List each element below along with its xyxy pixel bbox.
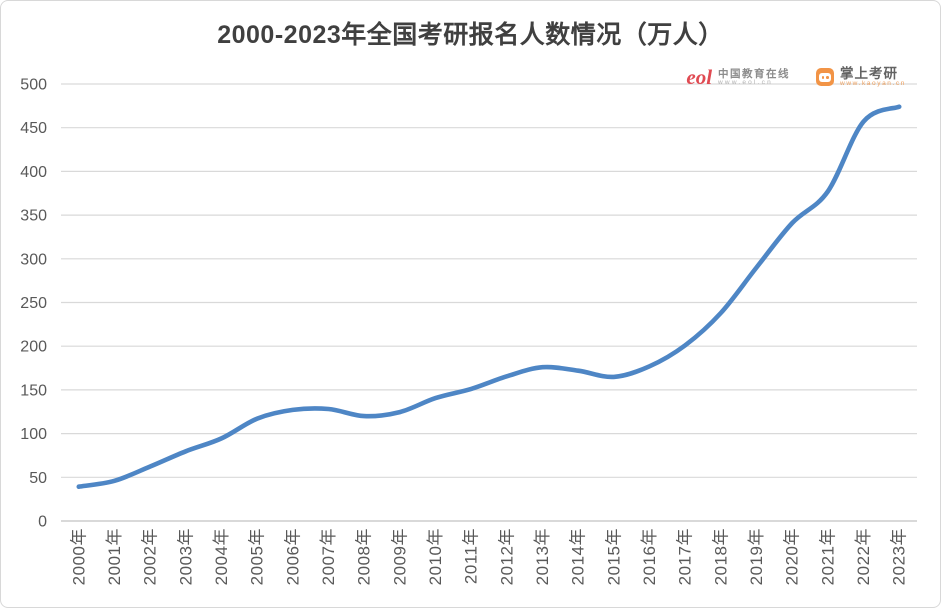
y-axis-tick-label: 250 <box>20 295 47 312</box>
x-axis-tick-label: 2022年 <box>854 528 873 585</box>
x-axis-tick-label: 2003年 <box>176 528 195 585</box>
trend-line <box>76 104 902 489</box>
x-axis-tick-label: 2012年 <box>497 528 516 585</box>
eol-logo: eol 中国教育在线 www.eol.cn <box>686 65 791 90</box>
x-axis-tick-label: 2018年 <box>711 528 730 585</box>
x-axis-tick-label: 2011年 <box>462 528 481 584</box>
kaoyan-logo-url: www.kaoyan.cn <box>840 80 906 88</box>
x-axis-tick-label: 2021年 <box>818 528 837 585</box>
chart-title: 2000-2023年全国考研报名人数情况（万人） <box>217 21 724 49</box>
y-axis-tick-label: 300 <box>20 251 47 268</box>
x-axis-tick-label: 2002年 <box>141 528 160 585</box>
x-axis-tick-label: 2013年 <box>533 528 552 585</box>
y-axis-tick-label: 0 <box>38 514 47 531</box>
logo-strip: eol 中国教育在线 www.eol.cn 掌上考研 www.kaoyan.cn <box>686 65 906 90</box>
x-axis-tick-label: 2016年 <box>640 528 659 585</box>
x-axis-tick-label: 2000年 <box>69 528 88 585</box>
x-axis-tick-label: 2006年 <box>283 528 302 585</box>
eol-logo-url: www.eol.cn <box>718 78 773 86</box>
x-axis-tick-label: 2020年 <box>783 528 802 585</box>
x-axis-tick-label: 2001年 <box>105 528 124 585</box>
y-axis-tick-label: 500 <box>20 77 47 94</box>
eol-logo-mark: eol <box>686 65 713 90</box>
x-axis-tick-label: 2019年 <box>747 528 766 585</box>
y-axis-tick-label: 100 <box>20 426 47 443</box>
x-axis-tick-label: 2023年 <box>890 528 909 585</box>
kaoyan-mascot-icon <box>816 68 835 87</box>
y-axis-tick-label: 400 <box>20 164 47 181</box>
x-axis-tick-label: 2014年 <box>569 528 588 585</box>
x-axis-tick-label: 2007年 <box>319 528 338 585</box>
kaoyan-logo-name: 掌上考研 <box>840 66 899 81</box>
y-axis-tick-label: 350 <box>20 208 47 225</box>
x-axis-tick-label: 2008年 <box>355 528 374 585</box>
x-axis-tick-label: 2009年 <box>390 528 409 585</box>
y-axis-tick-label: 450 <box>20 120 47 137</box>
x-axis-tick-label: 2010年 <box>426 528 445 585</box>
y-axis-tick-label: 150 <box>20 382 47 399</box>
x-axis-tick-label: 2015年 <box>604 528 623 585</box>
x-axis-tick-label: 2004年 <box>212 528 231 585</box>
x-axis-tick-label: 2017年 <box>676 528 695 585</box>
x-axis-tick-label: 2005年 <box>248 528 267 585</box>
y-axis-tick-label: 50 <box>29 470 47 487</box>
y-axis-tick-label: 200 <box>20 339 47 356</box>
kaoyan-logo: 掌上考研 www.kaoyan.cn <box>816 66 906 88</box>
kaoyan-mascot-face <box>819 73 832 83</box>
eol-logo-name: 中国教育在线 <box>718 67 791 80</box>
